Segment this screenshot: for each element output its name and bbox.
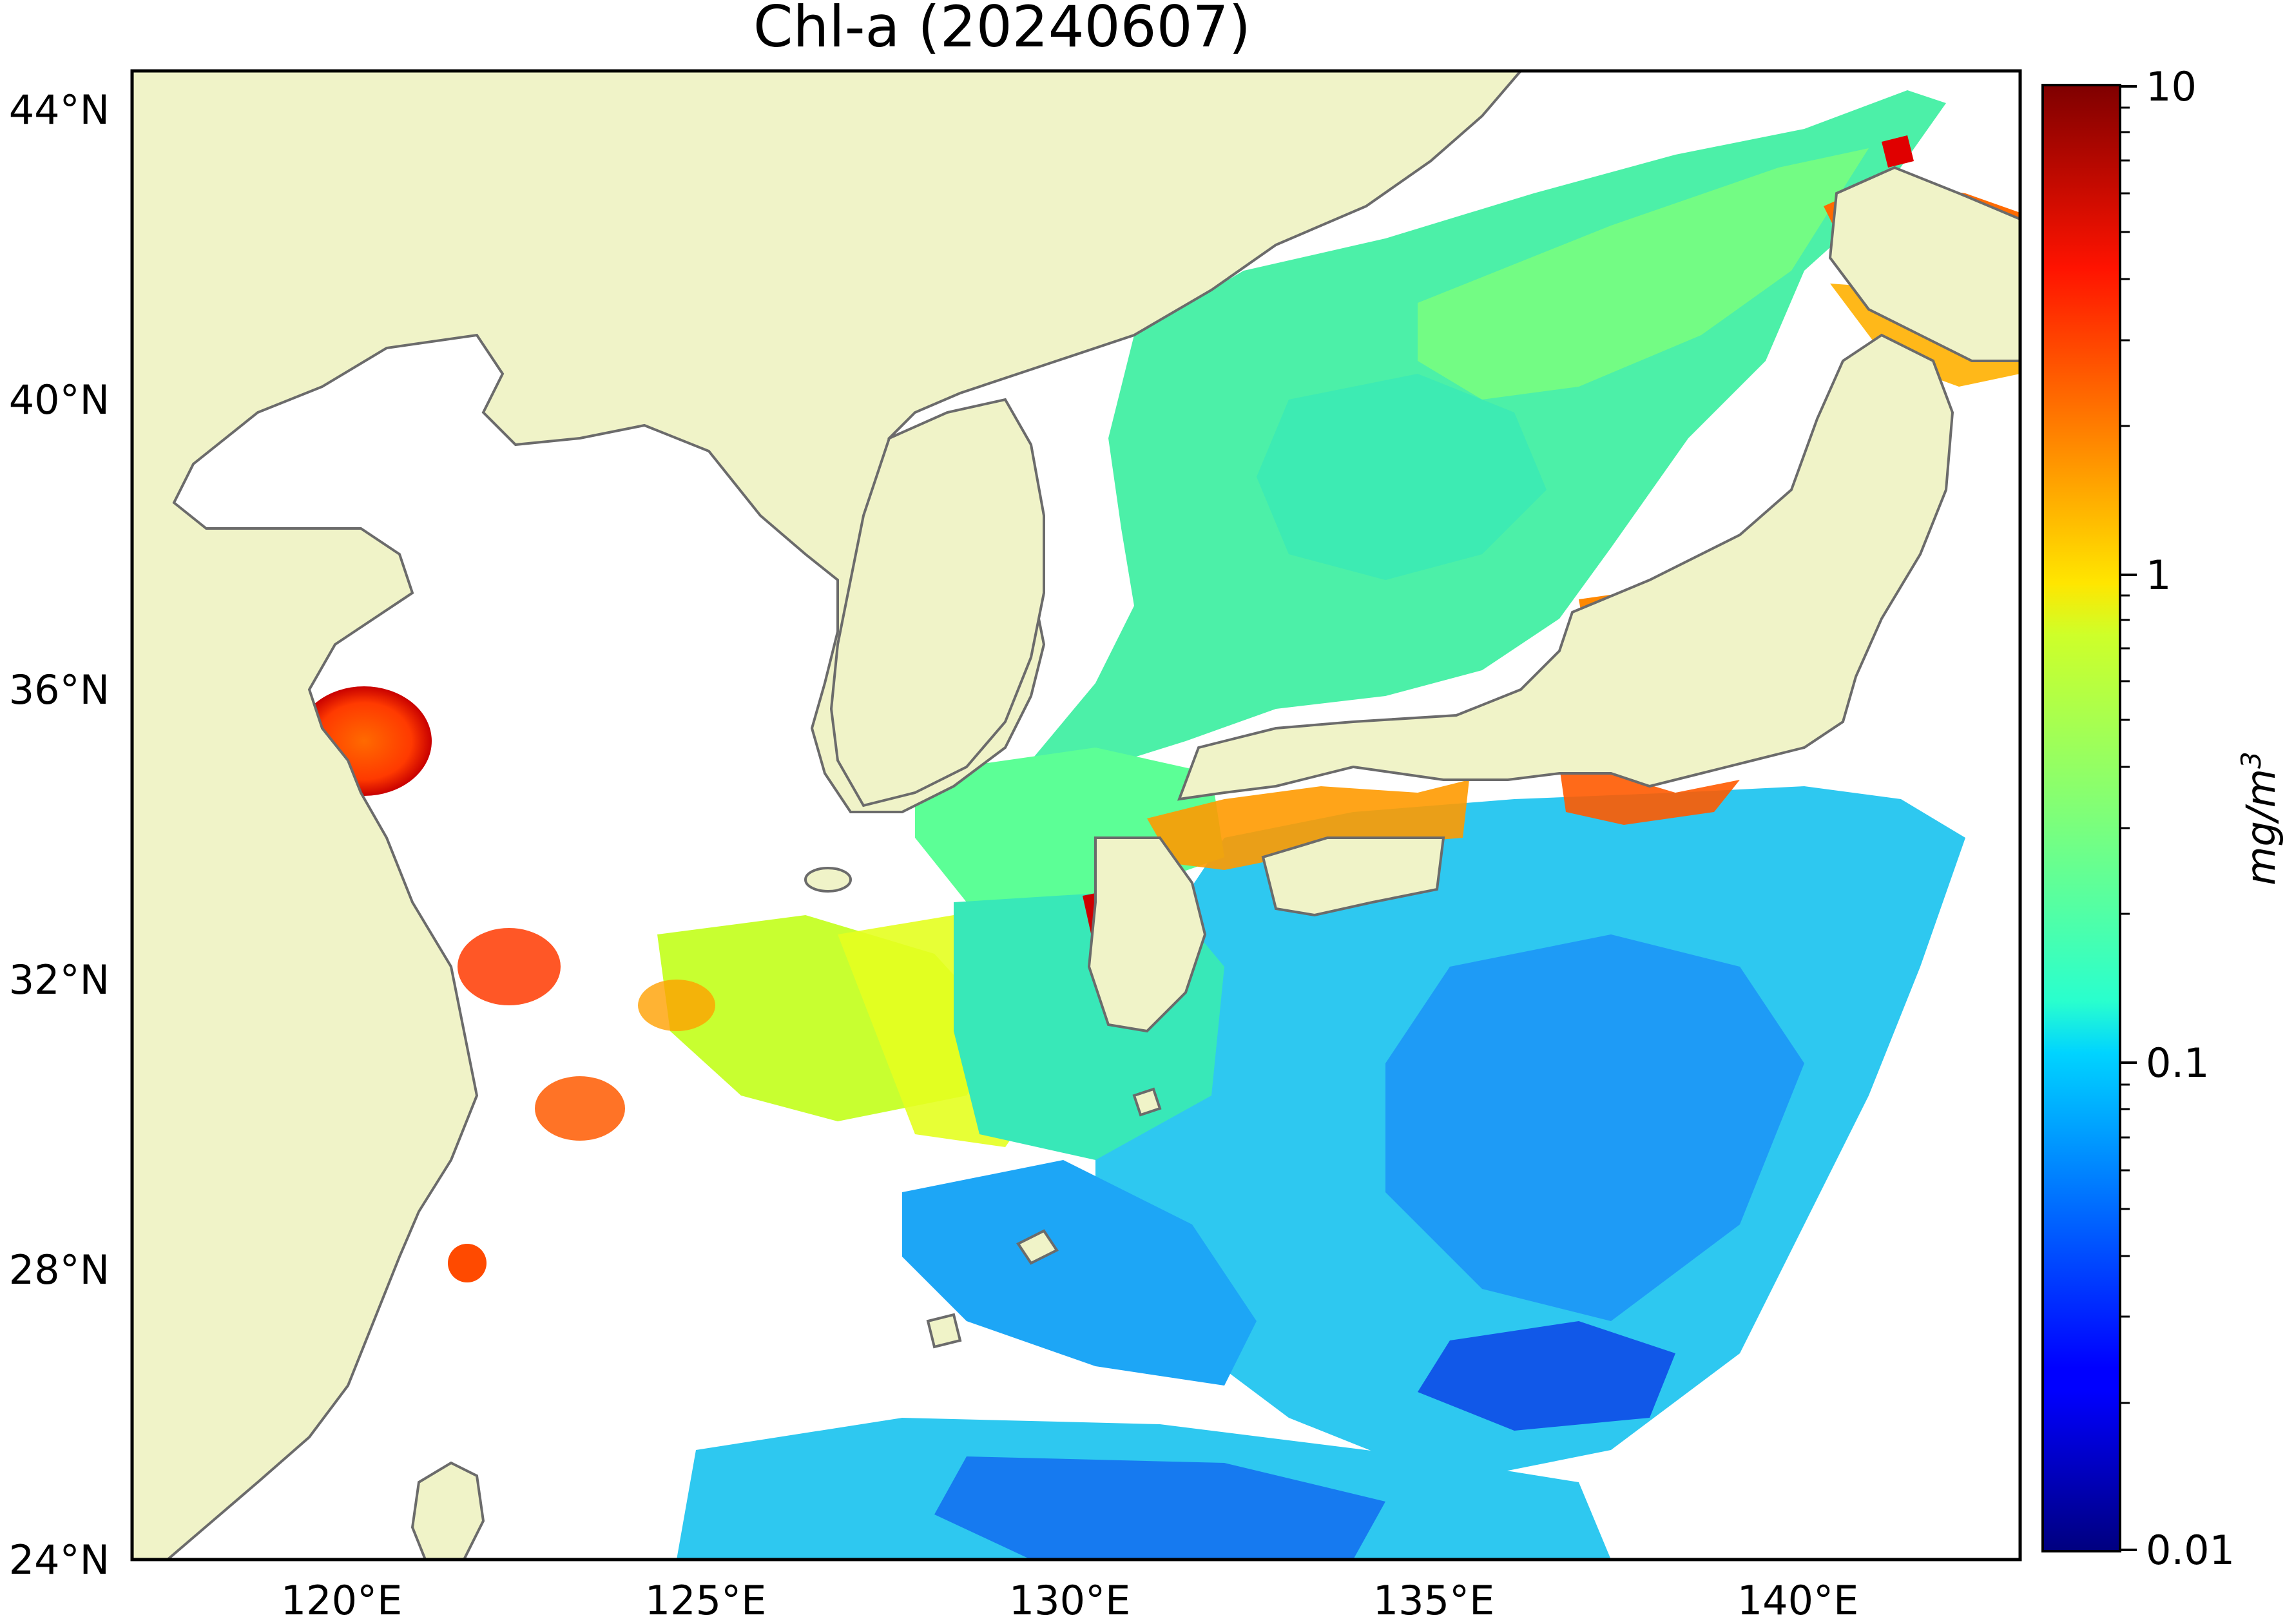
lon-label: 125°E [645, 1577, 767, 1624]
colorbar-unit-label: mg/m3 [2235, 751, 2284, 885]
chlorophyll-field [287, 90, 2020, 1560]
colorbar-tick-label: 1 [2146, 552, 2171, 599]
lon-label: 140°E [1737, 1577, 1859, 1624]
land [132, 71, 2020, 1560]
colorbar-unit-text: mg/m [2237, 769, 2284, 885]
colorbar-tick-label: 0.01 [2146, 1527, 2235, 1574]
colorbar-tick-label: 10 [2146, 63, 2197, 110]
colorbar-minor-ticks [2120, 106, 2130, 1404]
lon-label: 130°E [1009, 1577, 1131, 1624]
colorbar-gradient [2041, 84, 2121, 1552]
lat-label: 24°N [9, 1536, 110, 1583]
map-title: Chl-a (20240607) [753, 0, 1251, 60]
lat-label: 32°N [9, 956, 110, 1003]
longitude-axis: 120°E 125°E 130°E 135°E 140°E [281, 1577, 1859, 1624]
colorbar-major-ticks [2120, 85, 2137, 1551]
lat-label: 40°N [9, 376, 110, 423]
map-plot-area [132, 71, 2020, 1560]
colorbar: 10 1 0.1 0.01 mg/m3 [2041, 63, 2284, 1574]
lon-label: 135°E [1373, 1577, 1495, 1624]
colorbar-tick-label: 0.1 [2146, 1039, 2210, 1087]
lon-label: 120°E [281, 1577, 403, 1624]
latitude-axis: 44°N 40°N 36°N 32°N 28°N 24°N [9, 86, 110, 1583]
lat-label: 36°N [9, 666, 110, 713]
lat-label: 44°N [9, 86, 110, 133]
lat-label: 28°N [9, 1246, 110, 1293]
colorbar-unit-exponent: 3 [2235, 751, 2267, 769]
map-frame [130, 69, 2022, 1561]
